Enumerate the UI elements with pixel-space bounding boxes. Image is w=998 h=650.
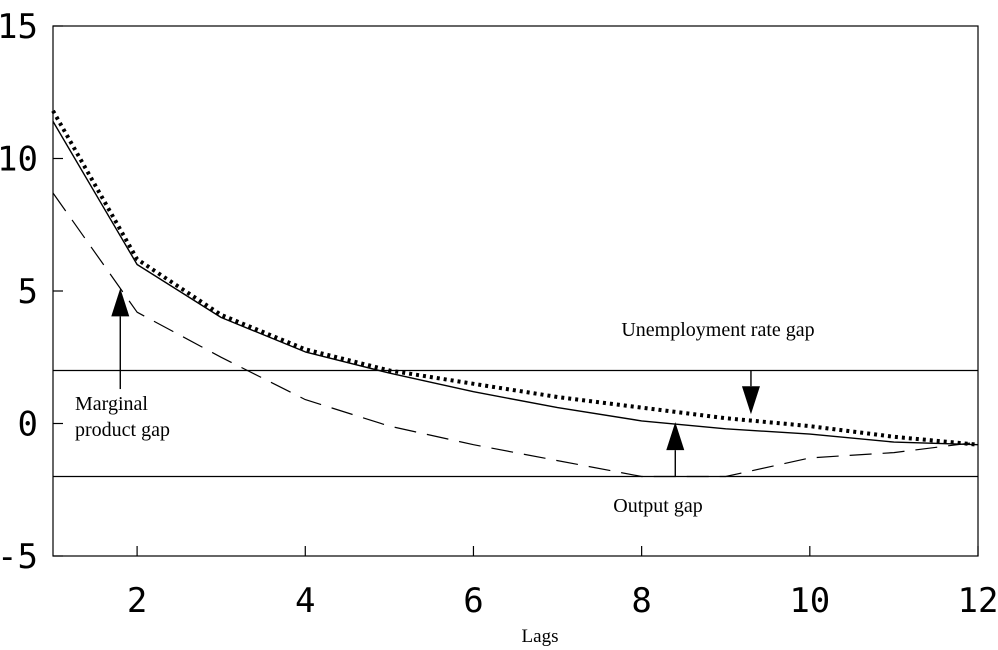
y-tick-label: 15: [0, 7, 38, 47]
x-tick-label: 8: [631, 581, 651, 621]
annotation-arrow-head-2: [741, 386, 760, 415]
annotation-arrow-head-1: [111, 288, 130, 317]
annotations: Marginal product gap Unemployment rate gap…: [75, 288, 815, 517]
annotation-label: product gap: [75, 419, 170, 441]
series-line-3: [52, 192, 979, 478]
x-tick-label: 6: [463, 581, 483, 621]
x-axis-label: Lags: [522, 626, 559, 647]
axis-ticks: 2 4 6 8 10 12 -5 0 5 10 15: [0, 7, 998, 621]
series-line-1: [52, 121, 979, 446]
y-tick-label: 0: [18, 405, 38, 445]
y-tick-label: 10: [0, 140, 38, 180]
annotation-label: Unemployment rate gap: [621, 319, 814, 341]
x-tick-label: 2: [127, 581, 147, 621]
series-line-2: [51, 109, 979, 447]
annotation-label: Marginal: [75, 393, 148, 415]
y-tick-label: 5: [18, 272, 38, 312]
reference-lines: [53, 369, 978, 478]
series-group: [51, 109, 979, 478]
x-tick-label: 12: [958, 581, 998, 621]
x-tick-label: 10: [789, 581, 830, 621]
y-tick-label: -5: [0, 537, 38, 577]
annotation-label: Output gap: [613, 495, 702, 517]
annotation-arrow-head-3: [666, 422, 685, 451]
x-tick-label: 4: [295, 581, 315, 621]
